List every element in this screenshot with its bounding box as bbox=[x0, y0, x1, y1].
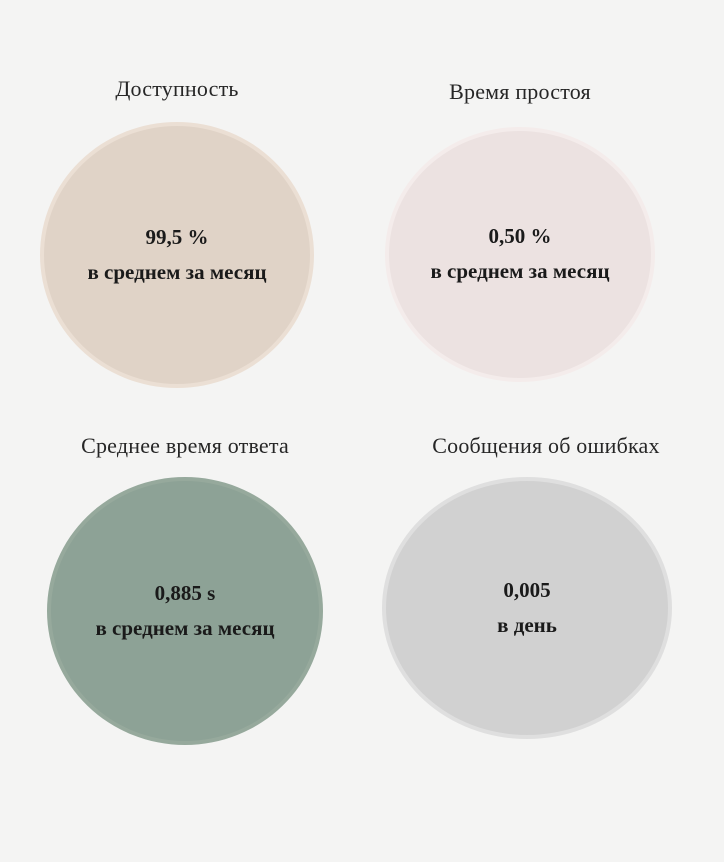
kpi-caption: в среднем за месяц bbox=[95, 615, 275, 640]
kpi-value: 0,50 % bbox=[488, 224, 552, 249]
kpi-circle-error-messages: 0,005 в день bbox=[382, 477, 672, 739]
kpi-title-availability: Доступность bbox=[115, 76, 239, 101]
kpi-value: 99,5 % bbox=[145, 224, 209, 249]
kpi-circle-response-time: 0,885 s в среднем за месяц bbox=[47, 477, 323, 745]
kpi-title-response-time: Среднее время ответа bbox=[81, 433, 289, 458]
kpi-circle-downtime: 0,50 % в среднем за месяц bbox=[385, 127, 655, 382]
kpi-caption: в среднем за месяц bbox=[430, 259, 610, 284]
kpi-value: 0,885 s bbox=[154, 580, 216, 605]
kpi-circle-availability: 99,5 % в среднем за месяц bbox=[40, 122, 314, 388]
kpi-caption: в день bbox=[497, 612, 557, 637]
kpi-title-downtime: Время простоя bbox=[449, 79, 591, 104]
kpi-title-error-messages: Сообщения об ошибках bbox=[432, 433, 660, 458]
kpi-caption: в среднем за месяц bbox=[87, 259, 267, 284]
kpi-value: 0,005 bbox=[503, 577, 551, 602]
